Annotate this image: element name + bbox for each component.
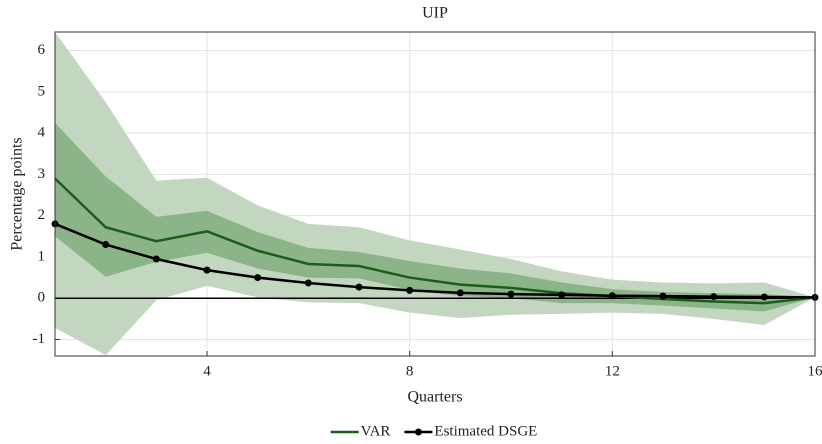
point <box>152 255 160 263</box>
y-tick-label: 6 <box>38 42 46 58</box>
point <box>456 289 464 297</box>
legend-marker <box>414 428 422 436</box>
point <box>203 266 211 274</box>
point <box>760 293 768 301</box>
x-tick-label: 16 <box>808 363 822 379</box>
y-tick-label: 1 <box>38 248 46 264</box>
series-line <box>54 177 816 305</box>
x-tick-label: 4 <box>203 363 211 379</box>
point <box>507 290 515 298</box>
point <box>659 292 667 300</box>
point <box>304 279 312 287</box>
point <box>355 283 363 291</box>
confidence-band <box>55 122 815 312</box>
legend-label: Estimated DSGE <box>434 423 537 439</box>
legend-label: VAR <box>361 423 391 439</box>
x-tick-label: 12 <box>605 363 620 379</box>
y-tick-label: 4 <box>38 125 46 141</box>
y-tick-label: -1 <box>33 331 46 347</box>
series-line <box>54 222 816 299</box>
y-tick-label: 3 <box>38 166 46 182</box>
point <box>710 293 718 301</box>
point <box>406 286 414 294</box>
plot-frame <box>54 31 816 357</box>
point <box>608 292 616 300</box>
chart-title: UIP <box>422 5 448 22</box>
y-axis-label: Percentage points <box>9 137 26 250</box>
x-axis-label: Quarters <box>407 389 462 406</box>
confidence-band <box>55 32 815 356</box>
y-tick-label: 2 <box>38 207 46 223</box>
point <box>558 291 566 299</box>
point <box>102 241 110 249</box>
x-tick-label: 8 <box>406 363 414 379</box>
point <box>254 274 262 282</box>
y-tick-label: 0 <box>38 290 46 306</box>
y-tick-label: 5 <box>38 83 46 99</box>
